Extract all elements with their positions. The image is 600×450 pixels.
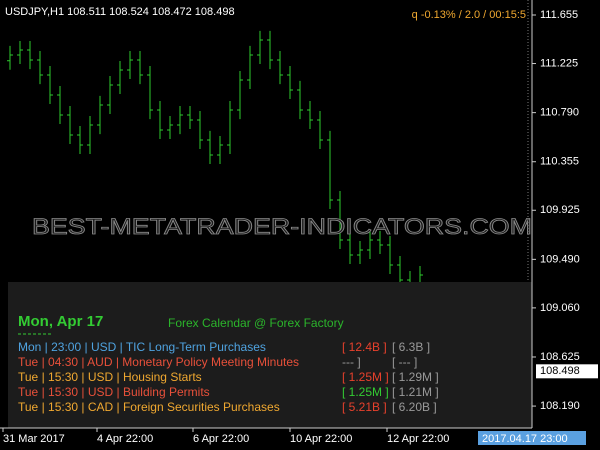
ohlc-bar bbox=[317, 110, 323, 149]
ohlc-bar bbox=[67, 105, 73, 145]
event-forecast: [ 1.25M ] bbox=[342, 385, 389, 399]
event-previous: [ 1.21M ] bbox=[392, 385, 439, 399]
ohlc-bar bbox=[137, 51, 143, 85]
event-text: Tue | 15:30 | USD | Housing Starts bbox=[18, 370, 202, 384]
ohlc-bar bbox=[187, 105, 193, 129]
ohlc-bar bbox=[267, 30, 273, 70]
axes: 111.655 111.225 110.790 110.355 109.925 109.4… bbox=[2, 9, 598, 445]
event-text: Tue | 15:30 | USD | Building Permits bbox=[18, 385, 210, 399]
ohlc-bar bbox=[87, 116, 93, 155]
calendar-panel bbox=[8, 282, 532, 428]
y-tick-label: 111.225 bbox=[540, 57, 578, 69]
y-tick-label: 108.190 bbox=[540, 400, 580, 412]
calendar-date: Mon, Apr 17 bbox=[18, 313, 103, 330]
current-price-box bbox=[536, 364, 598, 379]
ohlc-bar bbox=[157, 101, 163, 140]
event-forecast: [ 12.4B ] bbox=[342, 340, 387, 354]
symbol-header: USDJPY,H1 108.511 108.524 108.472 108.49… bbox=[5, 6, 235, 18]
ohlc-bar bbox=[217, 135, 223, 164]
y-tick-label: 111.655 bbox=[540, 9, 578, 21]
ohlc-bar bbox=[197, 110, 203, 149]
y-tick-label: 108.625 bbox=[540, 351, 580, 363]
current-time-label: 2017.04.17 23:00 bbox=[482, 433, 568, 445]
watermark: BEST-METATRADER-INDICATORS.COM bbox=[32, 214, 532, 239]
ohlc-bar bbox=[237, 70, 243, 120]
plot bbox=[7, 30, 423, 295]
calendar-rows: Mon | 23:00 | USD | TIC Long-Term Purcha… bbox=[18, 340, 439, 414]
event-forecast: --- ] bbox=[342, 355, 361, 369]
ohlc-bar bbox=[37, 51, 43, 85]
ohlc-bar bbox=[57, 86, 63, 125]
event-previous: [ 1.29M ] bbox=[392, 370, 439, 384]
calendar-source: Forex Calendar @ Forex Factory bbox=[168, 316, 344, 330]
y-tick-label: 110.355 bbox=[540, 156, 579, 168]
ohlc-bar bbox=[117, 60, 123, 95]
ohlc-bar bbox=[17, 40, 23, 64]
y-tick-label: 110.790 bbox=[540, 107, 579, 119]
ohlc-bar bbox=[167, 116, 173, 140]
event-previous: [ 6.20B ] bbox=[392, 400, 437, 414]
ohlc-bar bbox=[207, 130, 213, 164]
ohlc-bar bbox=[287, 66, 293, 99]
event-text: Mon | 23:00 | USD | TIC Long-Term Purcha… bbox=[18, 340, 266, 354]
ohlc-bar bbox=[227, 101, 233, 155]
ohlc-bar bbox=[27, 40, 33, 70]
ohlc-bar bbox=[147, 66, 153, 120]
current-price-label: 108.498 bbox=[540, 365, 580, 377]
x-tick-label: 10 Apr 22:00 bbox=[290, 433, 352, 445]
x-tick-label: 6 Apr 22:00 bbox=[193, 433, 249, 445]
event-text: Tue | 04:30 | AUD | Monetary Policy Meet… bbox=[18, 355, 299, 369]
ohlc-bar bbox=[127, 51, 133, 80]
ohlc-bar bbox=[307, 101, 313, 129]
y-tick-label: 109.060 bbox=[540, 302, 580, 314]
ohlc-bar bbox=[297, 80, 303, 120]
ohlc-bar bbox=[347, 230, 353, 264]
ohlc-bar bbox=[327, 130, 333, 210]
ohlc-bar bbox=[277, 51, 283, 85]
event-forecast: [ 5.21B ] bbox=[342, 400, 387, 414]
ohlc-bar bbox=[247, 45, 253, 90]
ohlc-bar bbox=[377, 230, 383, 255]
ohlc-bar bbox=[257, 30, 263, 64]
x-tick-label: 12 Apr 22:00 bbox=[387, 433, 449, 445]
ohlc-bar bbox=[337, 190, 343, 249]
ohlc-bar bbox=[77, 125, 83, 155]
ohlc-bar bbox=[107, 75, 113, 114]
event-text: Tue | 15:30 | CAD | Foreign Securities P… bbox=[18, 400, 280, 414]
ohlc-bar bbox=[97, 95, 103, 135]
ohlc-bar bbox=[357, 240, 363, 264]
info-text: q -0.13% / 2.0 / 00:15:5 bbox=[412, 9, 526, 21]
event-previous: [ 6.3B ] bbox=[392, 340, 430, 354]
ohlc-bar bbox=[7, 45, 13, 70]
ohlc-bar bbox=[177, 105, 183, 135]
ohlc-bar bbox=[47, 66, 53, 105]
current-time-box bbox=[478, 431, 586, 445]
y-tick-label: 109.925 bbox=[540, 204, 580, 216]
ohlc-bar bbox=[387, 235, 393, 275]
event-forecast: [ 1.25M ] bbox=[342, 370, 389, 384]
ohlc-bar bbox=[367, 230, 373, 260]
y-tick-label: 109.490 bbox=[540, 253, 580, 265]
x-tick-label: 4 Apr 22:00 bbox=[97, 433, 153, 445]
event-previous: [ --- ] bbox=[392, 355, 417, 369]
x-tick-label: 31 Mar 2017 bbox=[3, 433, 65, 445]
